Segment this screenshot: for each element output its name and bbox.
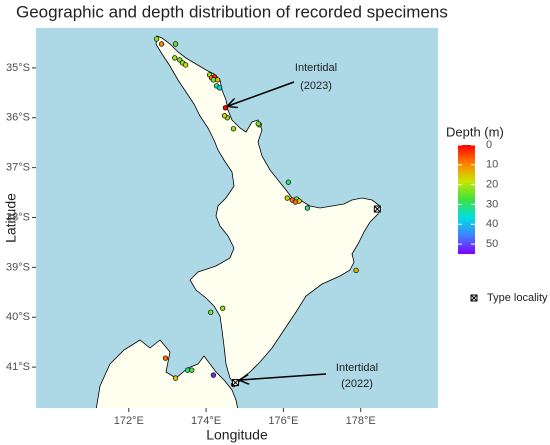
y-tick-label: 38°S	[6, 211, 30, 223]
specimen-point	[292, 199, 299, 205]
specimen-point	[285, 179, 292, 185]
specimen-point	[172, 41, 179, 47]
specimen-point	[255, 121, 261, 127]
specimen-point	[182, 62, 189, 68]
colorbar-label: 10	[486, 159, 498, 171]
specimen-point	[208, 309, 214, 315]
y-axis-label: Latitude	[3, 193, 19, 243]
type-locality-point	[231, 379, 239, 387]
north-island	[155, 35, 381, 387]
annotation: Intertidal	[295, 62, 337, 74]
y-tick-label: 41°S	[6, 361, 30, 373]
x-tick-label: 174°E	[191, 415, 221, 427]
y-tick-label: 35°S	[6, 62, 30, 74]
annotation-arrow	[228, 81, 295, 106]
specimen-point	[153, 36, 160, 42]
specimen-point	[230, 126, 237, 132]
specimen-point	[172, 55, 178, 61]
symbol-cross	[232, 379, 239, 386]
colorbar-label: 0	[486, 139, 492, 151]
specimen-point	[158, 41, 165, 47]
annotation-arrow	[240, 373, 327, 380]
specimen-point	[353, 267, 359, 274]
y-tick-label: 37°S	[6, 162, 30, 174]
annotation: (2023)	[300, 80, 332, 92]
type-locality-point	[373, 205, 381, 213]
annotation: (2022)	[341, 378, 373, 390]
colorbar-label: 40	[486, 218, 498, 230]
specimen-point	[189, 367, 195, 373]
y-tick-label: 39°S	[6, 261, 30, 273]
specimen-point	[284, 195, 290, 201]
legend-label: Type locality	[487, 292, 548, 304]
specimen-point	[210, 372, 217, 378]
colorbar-label: 20	[486, 179, 498, 191]
specimen-point	[210, 77, 217, 83]
specimen-point	[221, 113, 228, 119]
symbol-cross	[373, 205, 381, 213]
colorbar	[458, 145, 475, 254]
y-tick-label: 40°S	[6, 311, 30, 323]
specimen-point	[222, 105, 229, 111]
specimen-point	[172, 375, 179, 381]
symbol-cross	[470, 294, 478, 302]
x-tick-label: 178°E	[346, 415, 376, 427]
x-tick-label: 172°E	[114, 415, 144, 427]
south-island	[95, 339, 239, 408]
y-tick-label: 36°S	[6, 112, 30, 124]
legend-symbol	[470, 294, 478, 302]
chart-title: Geographic and depth distribution of rec…	[16, 2, 448, 21]
legend-title: Depth (m)	[446, 124, 504, 139]
x-tick-label: 176°E	[268, 415, 298, 427]
specimen-point	[220, 305, 226, 311]
colorbar-label: 50	[486, 238, 498, 250]
colorbar-label: 30	[486, 198, 498, 210]
specimen-point	[304, 205, 311, 211]
annotation: Intertidal	[336, 362, 378, 374]
land	[95, 35, 381, 408]
specimen-point	[216, 85, 223, 91]
specimen-point	[162, 355, 169, 361]
x-axis-label: Longitude	[206, 427, 268, 443]
